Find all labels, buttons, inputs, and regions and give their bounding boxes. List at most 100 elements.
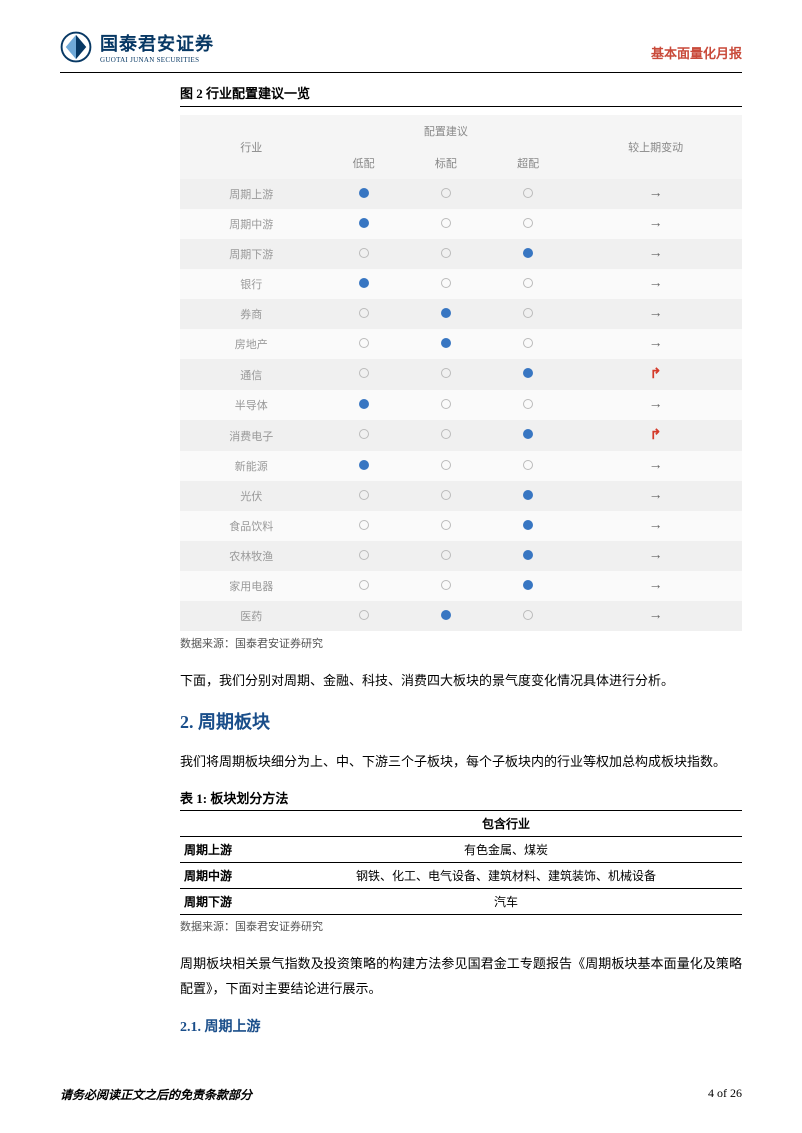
- arrow-right-icon: →: [649, 306, 663, 321]
- row-cell: [405, 601, 487, 631]
- row-cell: →: [569, 239, 742, 269]
- row-cell: [405, 359, 487, 390]
- row-cell: [323, 481, 405, 511]
- arrow-right-icon: →: [649, 578, 663, 593]
- dot-empty-icon: [523, 338, 533, 348]
- row-cell: [323, 359, 405, 390]
- table-row: 券商 →: [180, 299, 742, 329]
- dot-empty-icon: [359, 368, 369, 378]
- row-cell: →: [569, 299, 742, 329]
- dot-empty-icon: [523, 399, 533, 409]
- row-cell: [405, 571, 487, 601]
- main-content: 图 2 行业配置建议一览 行业 配置建议 较上期变动 低配 标配 超配 周期上游…: [0, 73, 802, 1036]
- row-cell: [487, 481, 569, 511]
- row-cell: [323, 209, 405, 239]
- row-cell: [405, 269, 487, 299]
- dot-filled-icon: [441, 308, 451, 318]
- row-cell: →: [569, 329, 742, 359]
- row-cell: [487, 269, 569, 299]
- th-under: 低配: [323, 147, 405, 179]
- row-cell: [405, 299, 487, 329]
- row-cell: →: [569, 511, 742, 541]
- dot-empty-icon: [359, 308, 369, 318]
- dot-filled-icon: [441, 610, 451, 620]
- dot-empty-icon: [441, 490, 451, 500]
- dot-filled-icon: [523, 248, 533, 258]
- row-cell: →: [569, 541, 742, 571]
- table-row: 周期下游 →: [180, 239, 742, 269]
- table-row: 家用电器→: [180, 571, 742, 601]
- row-cell: [487, 420, 569, 451]
- table-1-source: 数据来源：国泰君安证券研究: [180, 918, 742, 934]
- dot-empty-icon: [441, 580, 451, 590]
- row-cell: ↱: [569, 420, 742, 451]
- arrow-right-icon: →: [649, 397, 663, 412]
- row-label: 光伏: [180, 481, 323, 511]
- dot-empty-icon: [441, 429, 451, 439]
- dot-filled-icon: [359, 399, 369, 409]
- row-cell: →: [569, 451, 742, 481]
- row-cell: [405, 179, 487, 209]
- section-2-paragraph: 我们将周期板块细分为上、中、下游三个子板块，每个子板块内的行业等权加总构成板块指…: [180, 750, 742, 775]
- dot-filled-icon: [523, 429, 533, 439]
- report-type-label: 基本面量化月报: [651, 43, 742, 64]
- row-label: 周期下游: [180, 239, 323, 269]
- arrow-right-icon: →: [649, 216, 663, 231]
- row-cell: [405, 541, 487, 571]
- row-cell: [487, 329, 569, 359]
- dot-empty-icon: [359, 429, 369, 439]
- row-label: 银行: [180, 269, 323, 299]
- th-suggestion: 配置建议: [323, 115, 570, 147]
- row-cell: →: [569, 209, 742, 239]
- row-label: 医药: [180, 601, 323, 631]
- arrow-right-icon: →: [649, 518, 663, 533]
- dot-empty-icon: [359, 490, 369, 500]
- row-label: 通信: [180, 359, 323, 390]
- row-label: 周期上游: [180, 179, 323, 209]
- dot-empty-icon: [523, 278, 533, 288]
- arrow-right-icon: →: [649, 336, 663, 351]
- dot-filled-icon: [523, 580, 533, 590]
- row-label: 券商: [180, 299, 323, 329]
- dot-empty-icon: [523, 308, 533, 318]
- th-industry: 行业: [180, 115, 323, 179]
- row-cell: [405, 209, 487, 239]
- row-cell: [405, 329, 487, 359]
- row-cell: [487, 179, 569, 209]
- row-cell: [323, 571, 405, 601]
- row-cell: ↱: [569, 359, 742, 390]
- dot-filled-icon: [359, 218, 369, 228]
- dot-empty-icon: [359, 520, 369, 530]
- table-row: 消费电子↱: [180, 420, 742, 451]
- arrow-right-icon: →: [649, 548, 663, 563]
- row-content: 有色金属、煤炭: [270, 837, 742, 863]
- row-label: 半导体: [180, 390, 323, 420]
- page-number: 4 of 26: [708, 1086, 742, 1103]
- table-row: 食品饮料 →: [180, 511, 742, 541]
- row-cell: [323, 420, 405, 451]
- row-content: 汽车: [270, 889, 742, 915]
- dot-empty-icon: [359, 550, 369, 560]
- section-2-1-heading: 2.1. 周期上游: [180, 1016, 742, 1036]
- table-row: 半导体 →: [180, 390, 742, 420]
- row-cell: [323, 329, 405, 359]
- dot-filled-icon: [523, 368, 533, 378]
- page-footer: 请务必阅读正文之后的免责条款部分 4 of 26: [60, 1086, 742, 1103]
- arrow-up-icon: ↱: [650, 428, 662, 443]
- table-row: 银行 →: [180, 269, 742, 299]
- arrow-right-icon: →: [649, 246, 663, 261]
- row-label: 周期下游: [180, 889, 270, 915]
- row-cell: →: [569, 269, 742, 299]
- dot-empty-icon: [441, 550, 451, 560]
- intro-paragraph: 下面，我们分别对周期、金融、科技、消费四大板块的景气度变化情况具体进行分析。: [180, 669, 742, 694]
- row-label: 食品饮料: [180, 511, 323, 541]
- table-row: 农林牧渔→: [180, 541, 742, 571]
- row-cell: [405, 481, 487, 511]
- row-cell: [487, 299, 569, 329]
- dot-empty-icon: [523, 188, 533, 198]
- row-cell: [323, 601, 405, 631]
- th-contains: 包含行业: [270, 811, 742, 837]
- dot-empty-icon: [441, 218, 451, 228]
- dot-empty-icon: [359, 580, 369, 590]
- row-cell: [487, 209, 569, 239]
